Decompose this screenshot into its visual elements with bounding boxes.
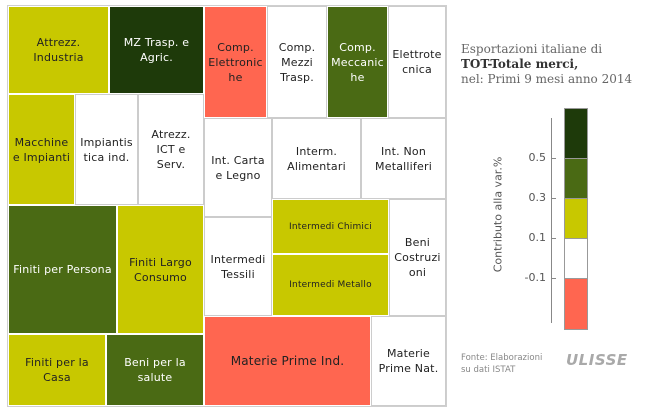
treemap-cell: Interm. Alimentari: [272, 118, 361, 199]
treemap-cell: Int. Non Metalliferi: [361, 118, 446, 199]
legend-tick-label: -0.1: [524, 271, 546, 284]
treemap-cell-label: Comp. Elettroniche: [208, 40, 263, 84]
treemap-cell: Macchine e Impianti: [8, 94, 75, 205]
treemap-cell-label: MZ Trasp. e Agric.: [123, 36, 190, 64]
treemap-cell-label: Comp. Mezzi Trasp.: [278, 40, 316, 84]
legend-tick-label: 0.3: [528, 191, 547, 204]
title-line-3: nel: Primi 9 mesi anno 2014: [461, 72, 633, 86]
treemap-cell-label: Materie Prime Nat.: [378, 347, 439, 375]
treemap-cell: Int. Carta e Legno: [204, 118, 272, 217]
legend-swatch: [565, 239, 587, 279]
ulisse-logo: ULISSE: [566, 351, 628, 369]
treemap-cell-label: Intermedi Tessili: [210, 252, 266, 281]
treemap-cell-label: Attrezz. Industria: [33, 36, 84, 64]
color-legend: Contributo alla var.% 0.5 0.3 0.1 -0.1: [472, 108, 592, 333]
legend-swatch: [565, 199, 587, 239]
treemap-cell: Attrezz. Industria: [8, 6, 109, 94]
treemap-cell-label: Beni Costruzioni: [394, 236, 441, 279]
treemap-cell: Comp. Mezzi Trasp.: [267, 6, 327, 118]
treemap-cell-label: Beni per la salute: [124, 356, 186, 384]
treemap-cell-label: Int. Carta e Legno: [211, 153, 265, 182]
treemap-cell: Finiti per la Casa: [8, 334, 106, 406]
treemap-cell: Intermedi Metallo: [272, 254, 389, 316]
legend-tick: [551, 238, 556, 239]
legend-swatch: [565, 279, 587, 329]
treemap-cell-label: Materie Prime Ind.: [230, 353, 345, 368]
treemap-cell: Impiantistica ind.: [75, 94, 138, 205]
treemap-cell-label: Interm. Alimentari: [287, 144, 346, 173]
treemap-cell: Comp. Elettroniche: [204, 6, 267, 118]
treemap-cell: Elettrotecnica: [388, 6, 446, 118]
treemap-cell-label: Macchine e Impianti: [12, 135, 71, 164]
legend-tick: [551, 278, 556, 279]
legend-axis: [551, 118, 552, 323]
treemap-cell: Materie Prime Ind.: [204, 316, 371, 406]
legend-tick-label: 0.5: [528, 151, 547, 164]
treemap-cell-label: Finiti Largo Consumo: [129, 255, 192, 284]
treemap-cell-label: Impiantistica ind.: [80, 135, 133, 164]
treemap-cell: Atrezz. ICT e Serv.: [138, 94, 204, 205]
treemap-cell: Materie Prime Nat.: [371, 316, 446, 406]
chart-title: Esportazioni italiane di TOT-Totale merc…: [461, 42, 645, 87]
title-line-1: Esportazioni italiane di: [461, 42, 603, 56]
legend-tick: [551, 158, 556, 159]
treemap-cell: Comp. Meccaniche: [327, 6, 388, 118]
source-note: Fonte: Elaborazioni su dati ISTAT: [461, 352, 571, 376]
treemap-cell-label: Finiti per la Casa: [25, 356, 89, 384]
treemap-cell-label: Intermedi Chimici: [289, 221, 372, 232]
title-line-2: TOT-Totale merci,: [461, 57, 579, 71]
source-line-2: su dati ISTAT: [461, 365, 516, 375]
treemap-cell: Finiti per Persona: [8, 205, 117, 334]
treemap-cell-label: Int. Non Metalliferi: [375, 144, 432, 173]
treemap-cell-label: Elettrotecnica: [392, 48, 442, 76]
treemap-cell: Beni per la salute: [106, 334, 204, 406]
treemap-cell-label: Atrezz. ICT e Serv.: [151, 128, 191, 171]
treemap-cell: Finiti Largo Consumo: [117, 205, 204, 334]
legend-tick-label: 0.1: [528, 231, 547, 244]
treemap-cell-label: Comp. Meccaniche: [331, 40, 384, 84]
treemap-cell: Intermedi Chimici: [272, 199, 389, 254]
legend-tick: [551, 198, 556, 199]
treemap-cell-label: Intermedi Metallo: [289, 280, 372, 290]
treemap: Attrezz. Industria MZ Trasp. e Agric. Comp…: [7, 5, 447, 407]
legend-swatch: [565, 109, 587, 159]
treemap-cell: Beni Costruzioni: [389, 199, 446, 316]
source-line-1: Fonte: Elaborazioni: [461, 353, 543, 363]
legend-swatches: [564, 108, 588, 330]
legend-title: Contributo alla var.%: [491, 156, 505, 273]
treemap-cell-label: Finiti per Persona: [13, 263, 112, 276]
treemap-cell: MZ Trasp. e Agric.: [109, 6, 204, 94]
legend-swatch: [565, 159, 587, 199]
treemap-cell: Intermedi Tessili: [204, 217, 272, 316]
